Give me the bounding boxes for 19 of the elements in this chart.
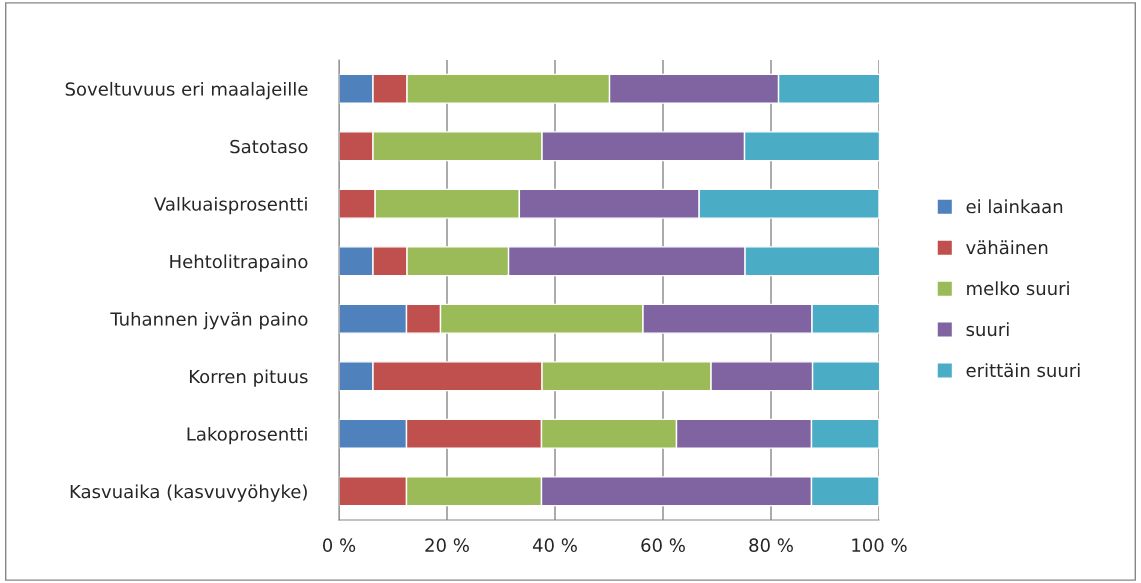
legend-label: ei lainkaan — [966, 199, 1063, 214]
legend-label: suuri — [966, 322, 1009, 337]
y-tick-label: Kasvuaika (kasvuvyöhyke) — [70, 484, 307, 502]
x-tick-label: 40 % — [532, 538, 577, 553]
x-tick-label: 0 % — [323, 538, 356, 553]
y-tick-label: Soveltuvuus eri maalajeille — [65, 81, 308, 100]
y-tick-label: Valkuaisprosentti — [154, 196, 307, 215]
y-tick-label: Tuhannen jyvän paino — [110, 311, 308, 330]
x-tick-label: 60 % — [641, 538, 685, 553]
legend-label: melko suuri — [967, 281, 1069, 296]
y-tick-label: Korren pituus — [189, 369, 308, 387]
x-tick-label: 20 % — [425, 538, 469, 553]
y-tick-label: Lakoprosentti — [187, 426, 307, 445]
legend-label: vähäinen — [966, 240, 1048, 255]
x-tick-label: 80 % — [749, 538, 793, 553]
legend-label: erittäin suuri — [966, 363, 1080, 378]
y-tick-label: Hehtolitrapaino — [170, 254, 308, 272]
y-tick-label: Satotaso — [230, 139, 308, 154]
x-tick-label: 100 % — [852, 538, 907, 553]
